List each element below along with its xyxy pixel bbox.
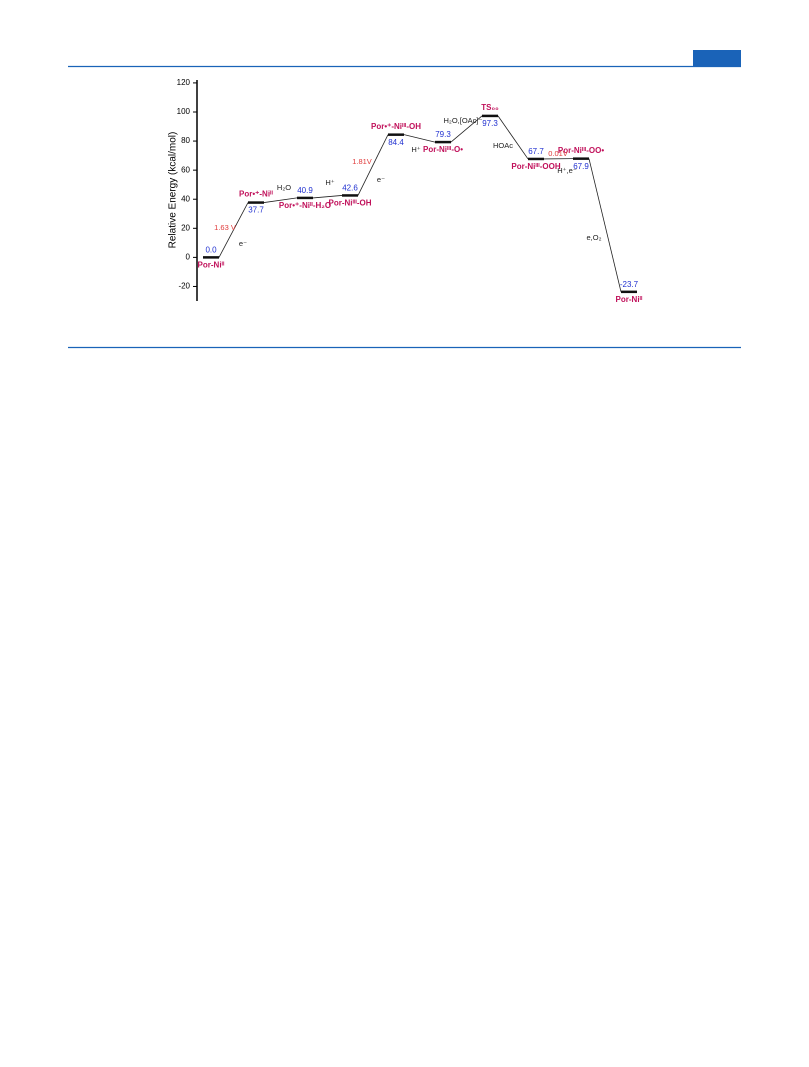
state-label: Por•⁺-Niᴵᴵ-H₂O	[279, 201, 331, 210]
y-axis-label: Relative Energy (kcal/mol)	[168, 132, 179, 249]
annotation: H⁺	[411, 145, 420, 154]
annotation: H⁺	[325, 178, 334, 187]
state-label: Por-Niᴵᴵ	[198, 260, 225, 269]
state-label: Por-Niᴵᴵᴵ-O•	[423, 145, 463, 154]
state-label: Por•⁺-Niᴵᴵ	[239, 190, 273, 199]
connector	[263, 197, 298, 203]
y-tick-label: 20	[181, 223, 190, 232]
annotation: HOAc	[493, 141, 513, 150]
y-tick-label: 80	[181, 136, 190, 145]
y-tick-label: 40	[181, 194, 190, 203]
connector	[450, 115, 483, 143]
value-label: 97.3	[482, 119, 498, 128]
annotation: H₂O	[277, 183, 291, 192]
annotation: 0.01V	[548, 149, 568, 158]
annotation: 1.63 V	[214, 223, 236, 232]
annotation: H₂O,[OAc]⁻	[444, 116, 483, 125]
value-label: 79.3	[435, 130, 451, 139]
value-label: 67.7	[528, 147, 544, 156]
annotation: H⁺,e⁻	[557, 166, 577, 175]
value-label: -23.7	[620, 280, 639, 289]
y-tick-label: 0	[186, 252, 191, 261]
state-label: TS₀₀	[481, 103, 499, 112]
state-label: Por•⁺-Niᴵᴵᴵ-OH	[371, 122, 421, 131]
y-tick-label: 120	[177, 78, 191, 87]
annotation: e⁻	[377, 175, 385, 184]
y-tick-label: -20	[178, 282, 190, 291]
header-tab	[693, 50, 741, 66]
value-label: 67.9	[573, 162, 589, 171]
state-label: Por-Niᴵᴵᴵ-OOH	[511, 162, 560, 171]
annotation: 1.81V	[352, 157, 372, 166]
connector	[357, 134, 389, 196]
annotation: e⁻	[239, 239, 247, 248]
connector	[312, 195, 343, 199]
y-tick-label: 60	[181, 165, 190, 174]
value-label: 40.9	[297, 186, 313, 195]
state-label: Por-Niᴵᴵ	[616, 295, 643, 304]
state-label: Por-Niᴵᴵᴵ-OH	[329, 199, 372, 208]
value-label: 0.0	[205, 245, 217, 254]
connector	[403, 134, 436, 143]
value-label: 42.6	[342, 184, 358, 193]
connector	[588, 158, 622, 292]
y-tick-label: 100	[177, 107, 191, 116]
connector	[218, 202, 249, 258]
annotation: e,O₂	[587, 233, 602, 242]
value-label: 84.4	[388, 138, 404, 147]
state-label: Por-Niᴵᴵᴵ-OO•	[558, 146, 604, 155]
value-label: 37.7	[248, 206, 264, 215]
connector	[497, 115, 529, 160]
